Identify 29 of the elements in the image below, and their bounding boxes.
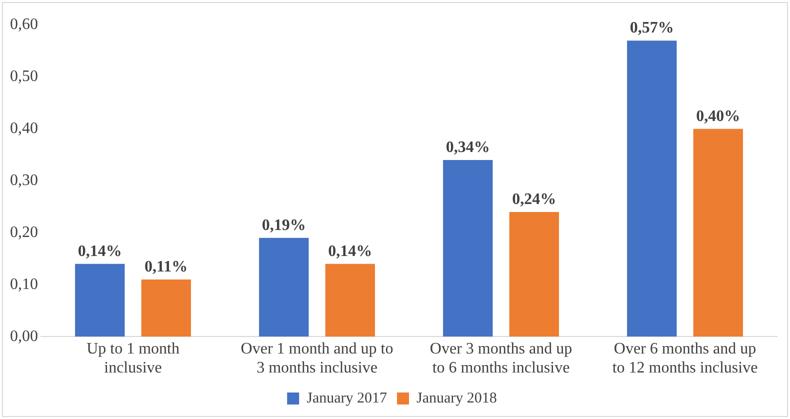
x-tick-label: Up to 1 month inclusive (86, 340, 180, 377)
data-label: 0,57% (630, 20, 674, 37)
bar (259, 238, 309, 337)
data-label: 0,14% (78, 243, 122, 260)
y-tick-label: 0,20 (10, 224, 38, 241)
bar (75, 264, 125, 337)
bar (325, 264, 375, 337)
bar (443, 160, 493, 337)
x-tick-label: Over 1 month and up to 3 months inclusive (240, 340, 394, 377)
y-tick-label: 0,40 (10, 120, 38, 138)
bar (693, 128, 743, 337)
y-tick-label: 0,60 (10, 16, 38, 34)
bar (627, 40, 677, 337)
y-tick-label: 0,00 (10, 328, 38, 345)
x-tick-label: Over 6 months and up to 12 months inclusive (612, 340, 758, 377)
y-tick-label: 0,10 (10, 276, 38, 293)
data-label: 0,11% (144, 258, 188, 276)
legend-label: January 2018 (416, 390, 497, 406)
bar (141, 279, 191, 337)
x-tick-label: Over 3 months and up to 6 months inclusive (430, 340, 572, 377)
data-label: 0,24% (512, 191, 556, 208)
y-tick-label: 0,50 (10, 68, 38, 86)
data-label: 0,34% (446, 139, 490, 156)
data-label: 0,40% (696, 108, 740, 126)
legend-label: January 2017 (306, 390, 388, 406)
data-label: 0,19% (262, 217, 306, 234)
y-tick-label: 0,30 (10, 172, 38, 190)
bar (509, 212, 559, 337)
data-label: 0,14% (328, 243, 372, 260)
